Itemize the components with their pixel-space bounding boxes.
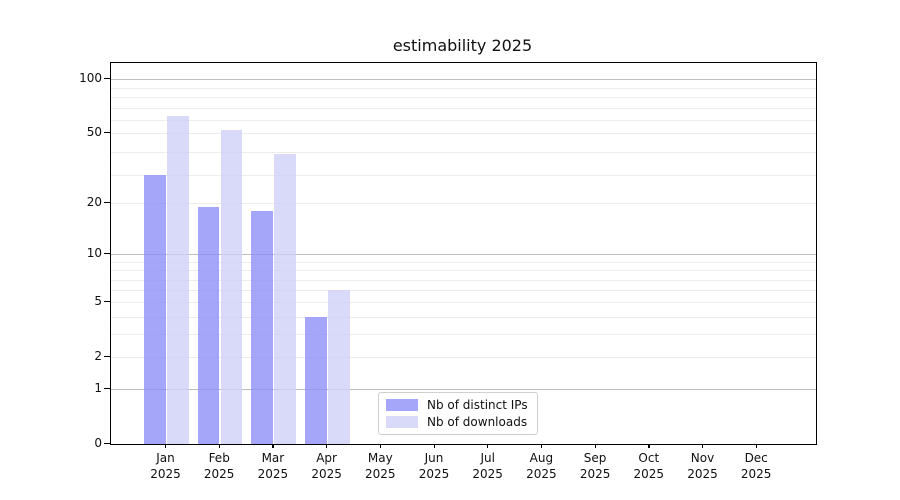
y-tick-label-0: 0 bbox=[94, 436, 102, 450]
y-tick-mark-100 bbox=[104, 77, 110, 79]
downloads-swatch-icon bbox=[386, 416, 418, 428]
x-tick-label-oct: Oct 2025 bbox=[633, 451, 665, 481]
bar-jan-distinct-ips bbox=[144, 175, 166, 444]
gridline-3 bbox=[111, 334, 816, 336]
y-tick-label-50: 50 bbox=[86, 125, 102, 140]
y-tick-label-2: 2 bbox=[94, 349, 102, 364]
gridline-100 bbox=[111, 79, 816, 80]
y-tick-label-1: 1 bbox=[94, 381, 102, 396]
gridline-79 bbox=[111, 97, 816, 99]
gridline-69 bbox=[111, 108, 816, 109]
legend-item-distinct-ips: Nb of distinct IPs bbox=[386, 398, 528, 412]
x-tick-label-sep: Sep 2025 bbox=[579, 451, 611, 481]
x-tick-mark-dec bbox=[755, 444, 757, 449]
bar-feb-downloads bbox=[220, 130, 243, 444]
x-tick-label-jun: Jun 2025 bbox=[418, 451, 450, 481]
x-tick-mark-feb bbox=[218, 444, 220, 449]
x-tick-label-nov: Nov 2025 bbox=[687, 451, 718, 481]
x-tick-label-dec: Dec 2025 bbox=[740, 451, 772, 481]
x-tick-mark-jun bbox=[433, 444, 435, 449]
x-tick-mark-nov bbox=[702, 444, 704, 449]
distinct-ips-swatch-icon bbox=[386, 399, 418, 411]
x-tick-label-apr: Apr 2025 bbox=[311, 451, 342, 481]
plot-area bbox=[110, 62, 817, 445]
y-tick-mark-2 bbox=[104, 355, 110, 357]
bar-jan-downloads bbox=[167, 116, 189, 444]
y-tick-mark-20 bbox=[104, 201, 110, 203]
y-tick-mark-1 bbox=[104, 387, 110, 389]
gridline-59 bbox=[111, 120, 816, 122]
x-tick-label-mar: Mar 2025 bbox=[257, 451, 289, 481]
gridline-5 bbox=[111, 302, 816, 304]
gridline-6 bbox=[111, 290, 816, 292]
y-tick-mark-5 bbox=[104, 300, 110, 303]
x-tick-mark-aug bbox=[540, 444, 543, 449]
gridline-39 bbox=[111, 152, 816, 154]
chart-title: estimability 2025 bbox=[392, 36, 533, 55]
gridline-8 bbox=[111, 270, 816, 272]
gridline-2 bbox=[111, 357, 816, 359]
gridline-7 bbox=[111, 279, 816, 281]
x-tick-mark-jul bbox=[487, 444, 489, 449]
y-tick-mark-0 bbox=[104, 442, 110, 444]
bar-mar-downloads bbox=[274, 154, 296, 444]
x-tick-label-aug: Aug 2025 bbox=[526, 451, 557, 481]
gridline-89 bbox=[111, 88, 816, 90]
y-tick-label-5: 5 bbox=[94, 294, 102, 309]
bar-apr-distinct-ips bbox=[305, 316, 327, 444]
gridline-50 bbox=[111, 133, 816, 134]
x-tick-label-feb: Feb 2025 bbox=[203, 451, 235, 481]
bar-feb-distinct-ips bbox=[197, 207, 220, 444]
legend-item-downloads: Nb of downloads bbox=[386, 415, 528, 429]
y-tick-label-20: 20 bbox=[86, 195, 102, 210]
x-tick-mark-jan bbox=[165, 444, 167, 449]
y-tick-label-100: 100 bbox=[79, 71, 102, 85]
gridline-20 bbox=[111, 203, 816, 205]
gridline-9 bbox=[111, 261, 816, 263]
bar-apr-downloads bbox=[328, 290, 350, 444]
legend-label-distinct-ips: Nb of distinct IPs bbox=[427, 398, 528, 412]
gridline-10 bbox=[111, 254, 816, 256]
gridline-4 bbox=[111, 316, 816, 318]
x-tick-label-may: May 2025 bbox=[365, 451, 396, 481]
y-tick-label-10: 10 bbox=[86, 246, 102, 261]
gridline-29 bbox=[111, 175, 816, 176]
bar-mar-distinct-ips bbox=[251, 211, 273, 444]
x-tick-mark-oct bbox=[648, 444, 650, 449]
gridline-1 bbox=[111, 389, 816, 391]
x-tick-mark-may bbox=[379, 444, 382, 449]
legend-label-downloads: Nb of downloads bbox=[427, 415, 528, 429]
y-tick-mark-10 bbox=[104, 252, 110, 255]
legend: Nb of distinct IPs Nb of downloads bbox=[378, 392, 538, 435]
x-tick-mark-mar bbox=[272, 444, 274, 449]
y-tick-mark-50 bbox=[104, 131, 110, 133]
x-tick-mark-apr bbox=[326, 444, 328, 449]
x-tick-label-jul: Jul 2025 bbox=[472, 451, 503, 481]
x-tick-mark-sep bbox=[594, 444, 596, 449]
x-tick-label-jan: Jan 2025 bbox=[150, 451, 181, 481]
